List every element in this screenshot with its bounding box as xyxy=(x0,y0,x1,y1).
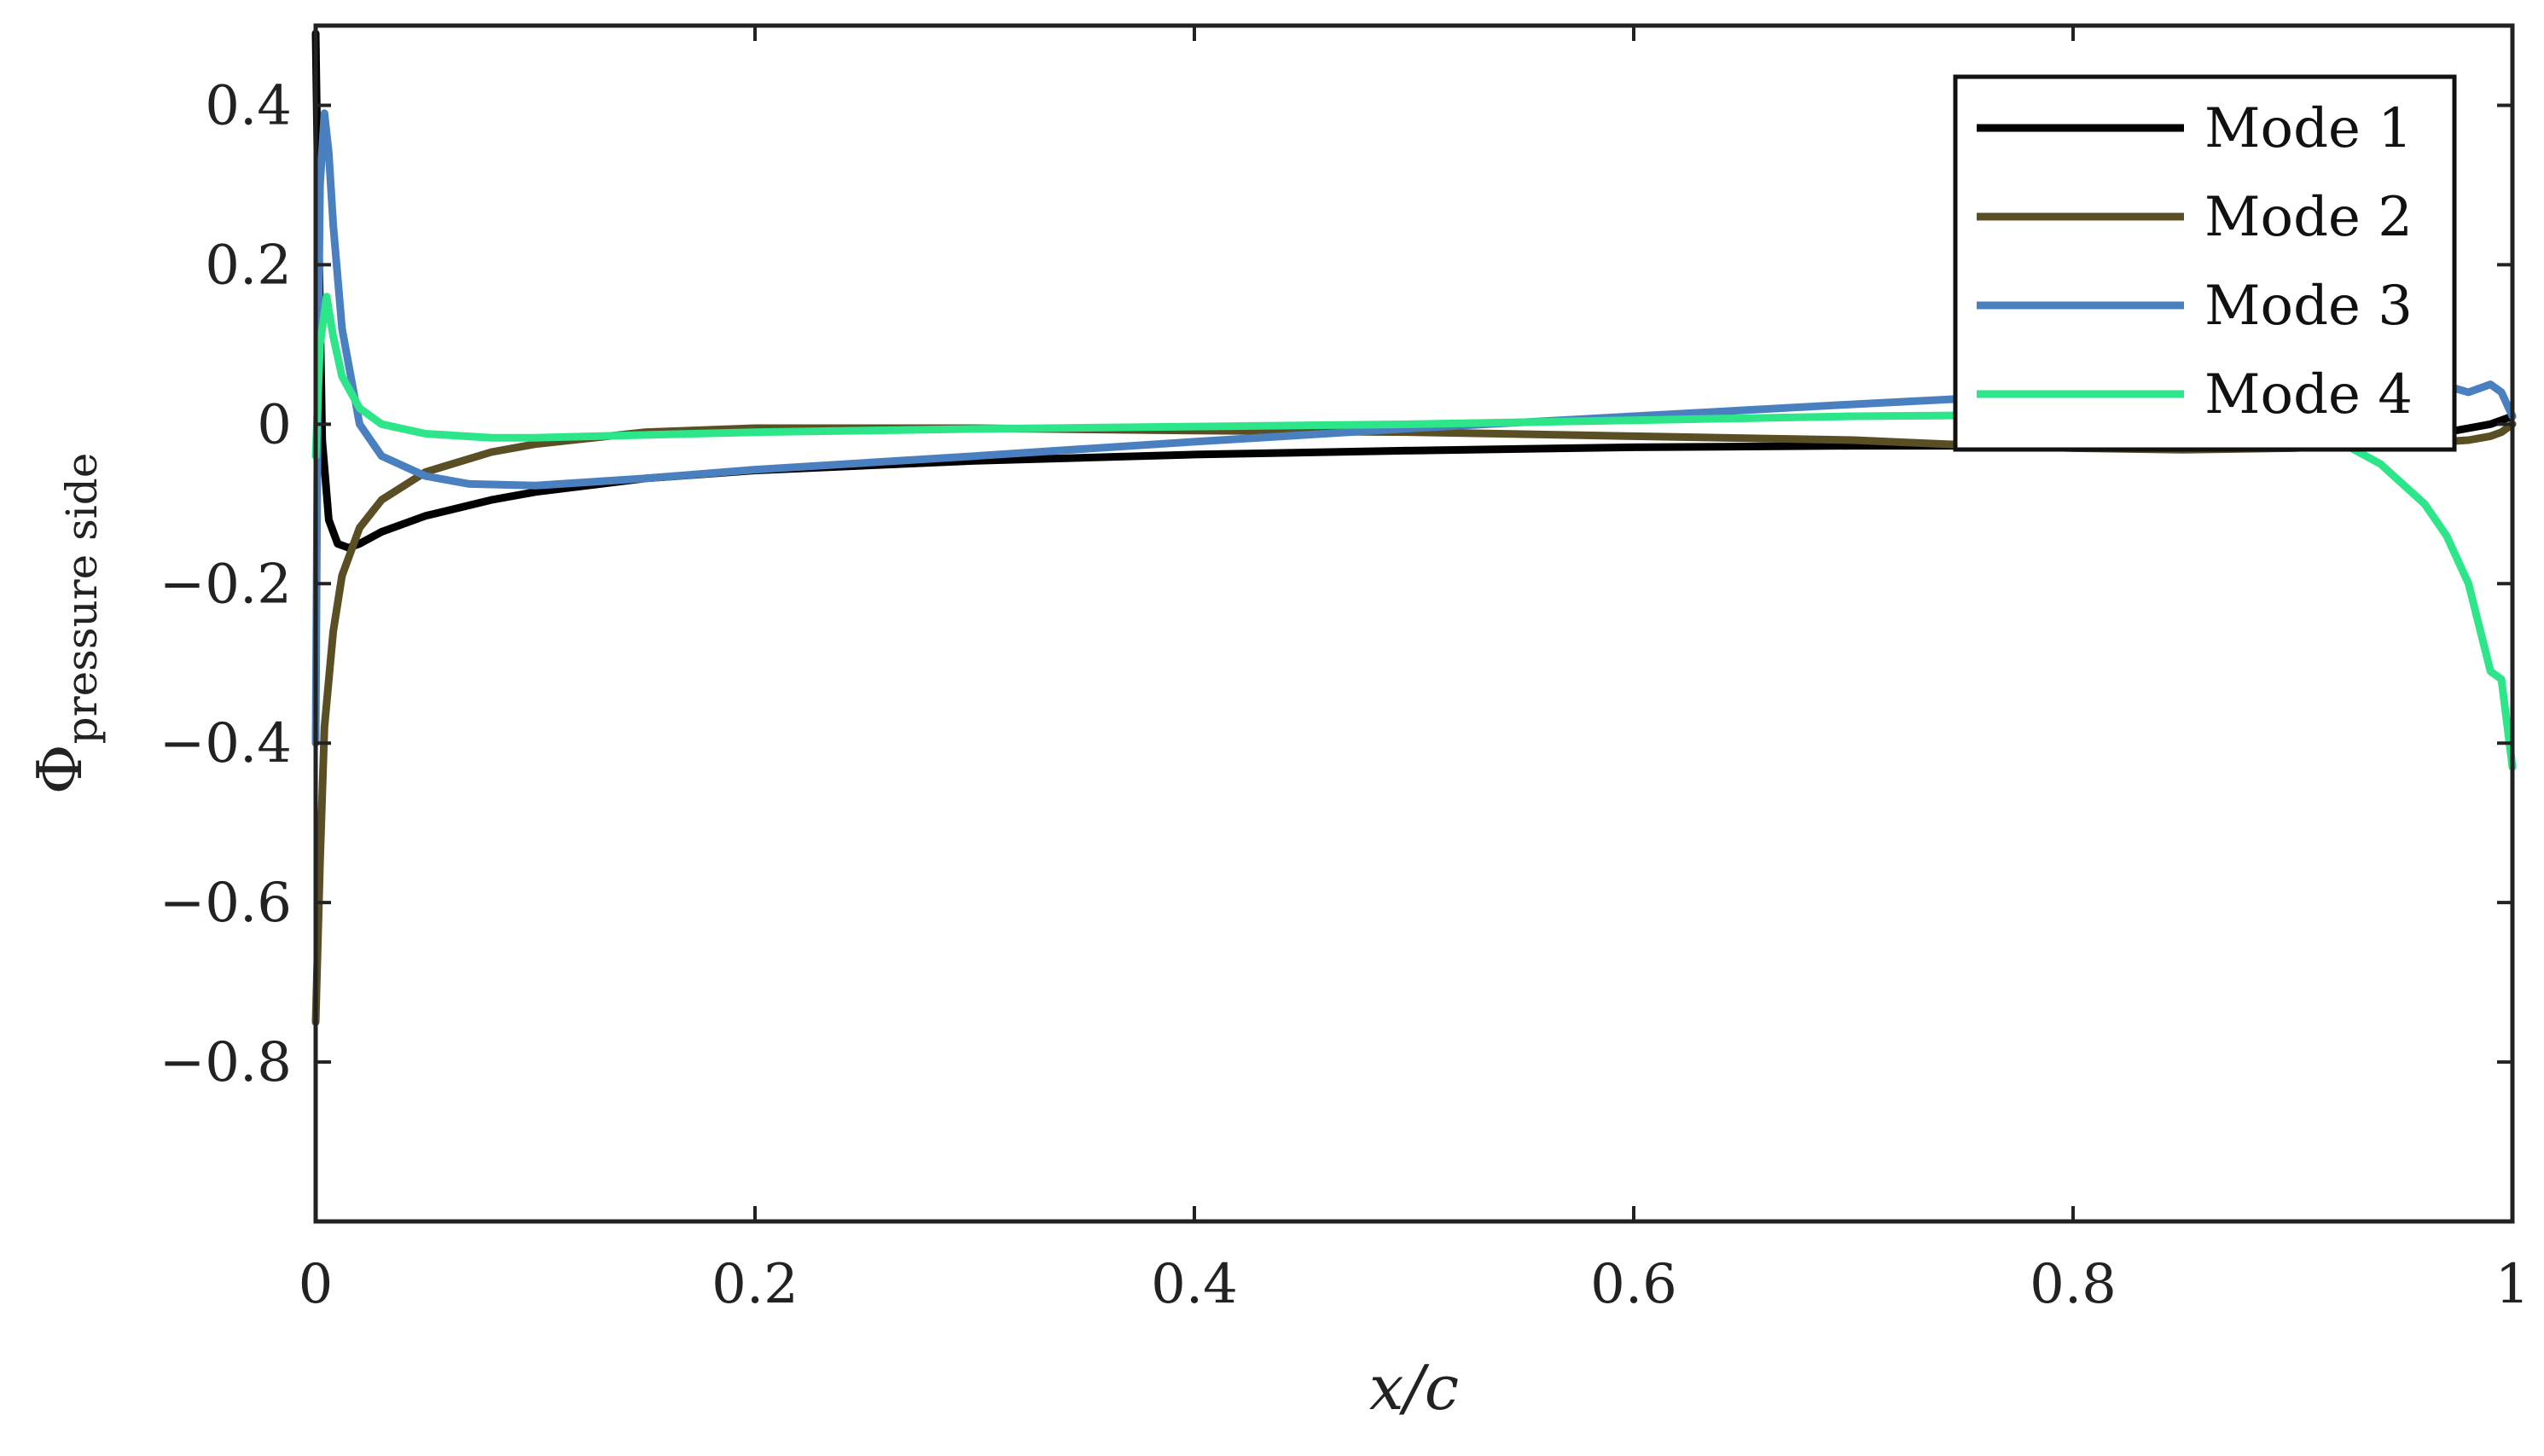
series-line-mode-4 xyxy=(311,293,2517,771)
legend-label-mode-2: Mode 2 xyxy=(2204,186,2413,249)
y-tick-label: 0.2 xyxy=(205,234,292,297)
y-tick-label: 0.4 xyxy=(205,74,292,137)
y-tick-label: 0 xyxy=(257,393,292,456)
x-tick-label: 0.6 xyxy=(1590,1253,1677,1316)
legend-label-mode-4: Mode 4 xyxy=(2204,363,2413,426)
legend: Mode 1 Mode 2 Mode 3 Mode 4 xyxy=(1953,74,2457,452)
ticks xyxy=(314,26,2514,1221)
tick-labels: 0 0.2 0.4 0.6 0.8 1 0.4 0.2 0 −0.2 −0.4 −0.6 −0.8 xyxy=(160,74,2530,1316)
y-tick-label: −0.6 xyxy=(160,872,292,935)
legend-label-mode-3: Mode 3 xyxy=(2204,275,2413,338)
legend-label-mode-1: Mode 1 xyxy=(2204,97,2413,160)
y-axis-label-symbol: Φ xyxy=(24,744,96,794)
x-tick-label: 0.2 xyxy=(712,1253,799,1316)
x-tick-label: 0.8 xyxy=(2030,1253,2117,1316)
y-tick-label: −0.4 xyxy=(160,712,292,775)
x-tick-label: 0 xyxy=(299,1253,334,1316)
x-tick-label: 0.4 xyxy=(1151,1253,1238,1316)
y-tick-label: −0.2 xyxy=(160,553,292,616)
x-axis-label: x/c xyxy=(1369,1352,1459,1424)
legend-frame xyxy=(1953,74,2457,452)
y-axis-label-subscript: pressure side xyxy=(57,453,107,745)
x-tick-label: 1 xyxy=(2495,1253,2530,1316)
y-axis-label: Φpressure side xyxy=(24,453,107,795)
y-tick-label: −0.8 xyxy=(160,1031,292,1094)
axes-box xyxy=(313,23,2515,1224)
